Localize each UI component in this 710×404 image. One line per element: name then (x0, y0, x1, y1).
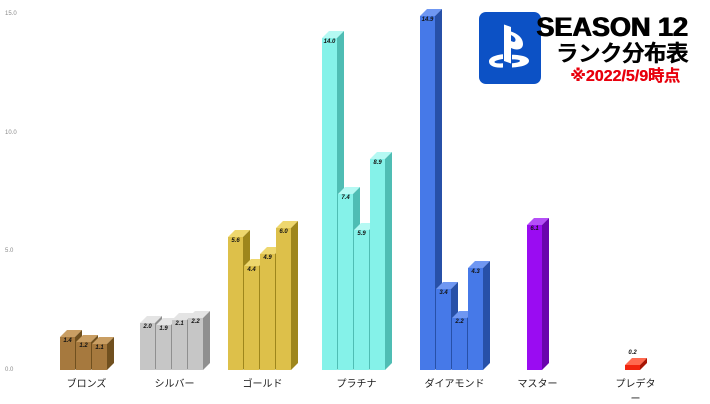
bar-シルバー-4: 2.2 (188, 317, 203, 370)
bar-マスター-1: 6.1 (527, 225, 542, 370)
page-title: SEASON 12 (536, 12, 688, 42)
bar-シルバー-3: 2.1 (172, 320, 187, 370)
bar-ゴールド-2: 4.4 (244, 265, 259, 370)
page-subtitle: ランク分布表 (555, 41, 688, 66)
category-label-ゴールド: ゴールド (242, 379, 283, 390)
bar-プレデター-1: 0.2 (625, 350, 640, 370)
category-label-ブロンズ: ブロンズ (66, 379, 107, 390)
date-note: ※2022/5/9時点 (570, 68, 680, 86)
category-label-シルバー: シルバー (154, 379, 195, 390)
bar-プラチナ-1: 14.0 (322, 37, 337, 370)
bar-value-label: 5.6 (231, 238, 240, 245)
bar-value-label: 6.0 (279, 228, 288, 235)
bar-value-label: 5.9 (357, 230, 366, 237)
bar-value-label: 2.0 (143, 323, 152, 330)
bar-シルバー-1: 2.0 (140, 322, 155, 370)
bar-ブロンズ-2: 1.2 (76, 341, 91, 370)
bar-value-label: 7.4 (341, 195, 350, 202)
bar-value-label: 4.4 (247, 266, 256, 273)
bar-ゴールド-1: 5.6 (228, 237, 243, 370)
bar-value-label: 3.4 (439, 290, 448, 297)
y-axis-tick-label: 10.0 (5, 129, 17, 136)
bar-value-label: 4.3 (471, 268, 480, 275)
playstation-logo-icon (489, 24, 529, 68)
bar-ダイアモンド-4: 4.3 (468, 267, 483, 370)
bar-value-label: 4.9 (263, 254, 272, 261)
bar-プラチナ-3: 5.9 (354, 229, 369, 370)
bar-value-label: 1.4 (63, 337, 72, 344)
y-axis-tick-label: 5.0 (5, 248, 14, 255)
playstation-logo (479, 12, 541, 84)
title-block: SEASON 12 ランク分布表 ※2022/5/9時点 (520, 14, 688, 87)
bar-value-label: 6.1 (530, 226, 539, 233)
bar-value-label: 2.1 (175, 321, 184, 328)
bar-value-label: 0.2 (628, 350, 637, 357)
category-label-プラチナ: プラチナ (336, 379, 377, 390)
bar-プラチナ-4: 8.9 (370, 158, 385, 370)
bar-ゴールド-3: 4.9 (260, 253, 275, 370)
header: SEASON 12 ランク分布表 ※2022/5/9時点 (470, 0, 710, 110)
bar-value-label: 1.1 (95, 344, 104, 351)
bar-value-label: 1.2 (79, 342, 88, 349)
bar-value-label: 2.2 (191, 318, 200, 325)
bar-value-label: 8.9 (373, 159, 382, 166)
y-axis-tick-label: 15.0 (5, 11, 17, 18)
y-axis-tick-label: 0.0 (5, 367, 14, 373)
category-label-マスター: マスター (517, 379, 558, 390)
bar-value-label: 14.0 (323, 38, 336, 45)
bar-value-label: 14.9 (421, 17, 434, 24)
bar-ダイアモンド-2: 3.4 (436, 289, 451, 370)
bar-プラチナ-2: 7.4 (338, 194, 353, 370)
bar-ダイアモンド-1: 14.9 (420, 16, 435, 370)
bar-ゴールド-4: 6.0 (276, 227, 291, 370)
bar-ブロンズ-1: 1.4 (60, 336, 75, 370)
bar-value-label: 2.2 (455, 318, 464, 325)
bar-シルバー-2: 1.9 (156, 324, 171, 370)
category-label-ダイアモンド: ダイアモンド (424, 379, 485, 390)
bar-ブロンズ-3: 1.1 (92, 343, 107, 370)
bar-value-label: 1.9 (159, 325, 168, 332)
category-label-プレデター: プレデター (615, 379, 656, 404)
bar-ダイアモンド-3: 2.2 (452, 317, 467, 370)
